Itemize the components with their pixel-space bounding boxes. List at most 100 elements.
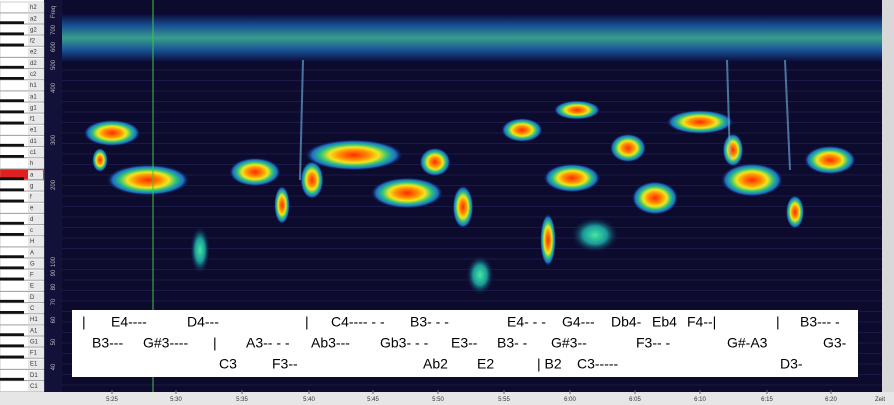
- note-annotation: G#-A3: [727, 335, 768, 351]
- note-annotation: G3-: [823, 335, 847, 351]
- note-blob: [229, 158, 281, 187]
- note-annotation: |: [305, 314, 309, 330]
- note-blob: [300, 161, 323, 199]
- key-label: c1: [30, 150, 37, 156]
- note-blob: [83, 120, 140, 146]
- noise-blob: [571, 217, 619, 253]
- freq-label: 70: [51, 298, 57, 305]
- noise-blob: [190, 226, 210, 274]
- key-label: d: [30, 217, 33, 223]
- note-annotation: E4----: [111, 314, 147, 330]
- note-blob: [543, 164, 600, 193]
- note-annotation: Db4-: [611, 314, 642, 330]
- note-annotation: F3--: [272, 356, 298, 372]
- note-annotation: Gb3- - -: [380, 335, 429, 351]
- key-label: g2: [30, 27, 37, 33]
- key-label: A1: [30, 328, 38, 334]
- note-annotation: E2: [477, 356, 494, 372]
- time-label: 6:15: [761, 397, 773, 403]
- key-label: G: [30, 261, 35, 267]
- note-annotation: D3-: [780, 356, 803, 372]
- note-annotation: G4---: [562, 314, 595, 330]
- note-blob: [632, 181, 679, 215]
- note-blob: [666, 110, 734, 134]
- note-annotation: A3-- - -: [246, 335, 290, 351]
- key-label: c: [30, 228, 33, 234]
- freq-label: 500: [51, 59, 57, 70]
- time-label: 5:35: [236, 397, 248, 403]
- freq-label: 50: [51, 338, 57, 345]
- time-axis-bg: [0, 392, 894, 405]
- key-label: c2: [30, 72, 37, 78]
- key-label: D1: [30, 373, 38, 379]
- note-annotation: Ab2: [423, 356, 448, 372]
- note-annotation: B3---: [92, 335, 123, 351]
- note-blob: [804, 146, 856, 175]
- note-annotation: E4- - -: [507, 314, 546, 330]
- key-label: h2: [30, 5, 37, 11]
- freq-axis-title: Freq: [51, 6, 57, 18]
- key-label: f2: [30, 39, 36, 45]
- note-annotation: |: [213, 335, 217, 351]
- freq-label: 80: [51, 283, 57, 290]
- key-label: a2: [30, 16, 37, 22]
- freq-label: 90: [51, 269, 57, 276]
- noise-blob: [466, 255, 494, 295]
- key-label: F1: [30, 351, 38, 357]
- note-annotation: B3- -: [497, 335, 528, 351]
- note-annotation: C3: [219, 356, 237, 372]
- freq-label: 300: [51, 134, 57, 145]
- note-annotation: B3- - -: [410, 314, 449, 330]
- key-label: E: [30, 284, 34, 290]
- note-annotation: B3--- -: [800, 314, 840, 330]
- key-label: d2: [30, 61, 37, 67]
- key-label: h1: [30, 83, 37, 89]
- note-annotation: F3-- -: [636, 335, 671, 351]
- note-blob: [419, 148, 450, 177]
- key-label: g: [30, 183, 33, 189]
- note-annotation: D4---: [187, 314, 219, 330]
- time-label: 5:45: [367, 397, 379, 403]
- key-label: G1: [30, 339, 39, 345]
- note-blob: [371, 177, 444, 208]
- note-blob: [453, 185, 474, 228]
- note-annotation: E3--: [451, 335, 478, 351]
- note-blob: [305, 139, 404, 170]
- spectrogram-window: h2a2g2f2e2d2c2h1a1g1f1e1d1c1hagfedcHAGFE…: [0, 0, 894, 405]
- key-label: f1: [30, 117, 36, 123]
- note-annotation: |: [82, 314, 86, 330]
- key-label: e1: [30, 128, 37, 134]
- time-label: 5:30: [170, 397, 182, 403]
- note-annotation: C4---- - -: [331, 314, 385, 330]
- note-blob: [554, 100, 601, 119]
- note-blob: [723, 133, 744, 167]
- note-annotation: F4--|: [687, 314, 716, 330]
- key-label: d1: [30, 139, 37, 145]
- note-blob: [106, 164, 189, 195]
- note-annotation: |: [776, 314, 780, 330]
- key-label: h: [30, 161, 33, 167]
- note-blob: [610, 134, 646, 163]
- key-label: e2: [30, 50, 37, 56]
- freq-label: 600: [51, 41, 57, 52]
- freq-label: 100: [51, 256, 57, 267]
- time-label: 5:55: [498, 397, 510, 403]
- note-blob: [92, 148, 108, 172]
- note-blob: [721, 163, 783, 197]
- note-blob: [540, 214, 556, 267]
- freq-axis-bg: [44, 0, 62, 392]
- note-blob: [501, 118, 543, 142]
- freq-label: 700: [51, 24, 57, 35]
- piano-keyboard: h2a2g2f2e2d2c2h1a1g1f1e1d1c1hagfedcHAGFE…: [0, 2, 44, 391]
- noise-band: [62, 14, 882, 62]
- note-annotation: C3-----: [577, 356, 619, 372]
- time-label: 6:05: [629, 397, 641, 403]
- time-label: 6:00: [564, 397, 576, 403]
- key-label: D: [30, 295, 35, 301]
- time-axis-title: Zeit: [875, 397, 885, 403]
- key-label: H1: [30, 317, 38, 323]
- freq-label: 400: [51, 82, 57, 93]
- note-annotation: G#3--: [551, 335, 587, 351]
- time-label: 5:50: [432, 397, 444, 403]
- note-annotation: Ab3---: [311, 335, 350, 351]
